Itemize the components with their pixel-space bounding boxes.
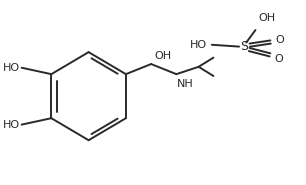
Text: HO: HO bbox=[3, 63, 20, 73]
Text: HO: HO bbox=[3, 120, 20, 130]
Text: HO: HO bbox=[190, 40, 207, 50]
Text: OH: OH bbox=[258, 13, 275, 23]
Text: O: O bbox=[274, 53, 283, 63]
Text: OH: OH bbox=[155, 51, 172, 61]
Text: S: S bbox=[241, 40, 248, 53]
Text: O: O bbox=[275, 35, 284, 45]
Text: NH: NH bbox=[177, 79, 194, 89]
